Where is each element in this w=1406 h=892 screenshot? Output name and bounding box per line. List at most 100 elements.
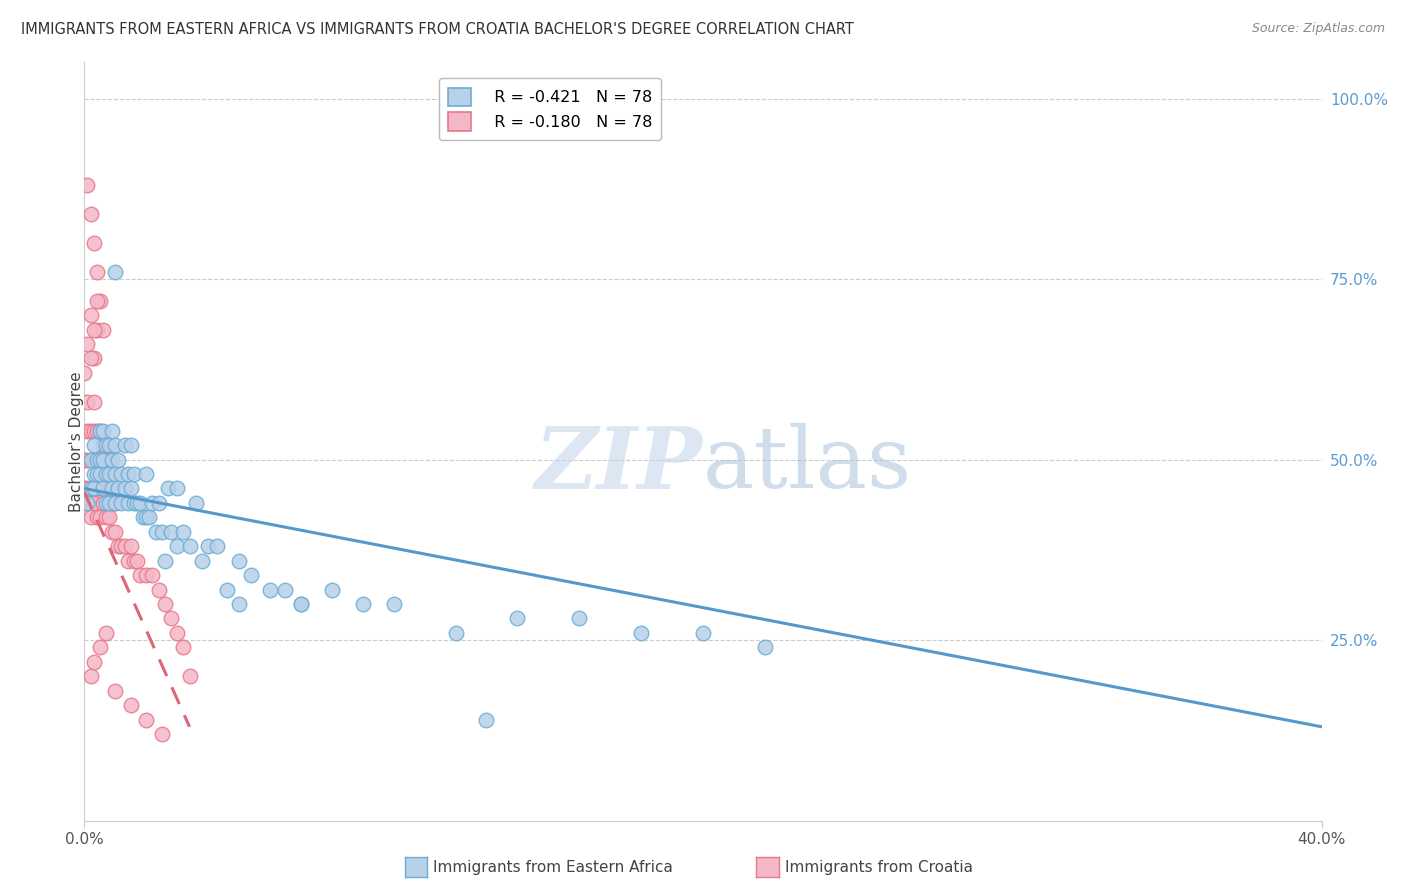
Point xyxy=(692,626,714,640)
Point xyxy=(240,568,263,582)
Point xyxy=(98,452,121,467)
Point xyxy=(86,293,108,308)
Point xyxy=(122,554,145,568)
Point xyxy=(86,452,108,467)
Point xyxy=(172,524,194,539)
Point xyxy=(79,452,101,467)
Point xyxy=(79,482,101,496)
Point xyxy=(156,482,179,496)
Point xyxy=(79,207,101,221)
Point xyxy=(135,713,157,727)
Point xyxy=(145,524,167,539)
Point xyxy=(114,539,136,553)
Point xyxy=(197,539,219,553)
Point xyxy=(141,568,163,582)
Point xyxy=(79,308,101,322)
Point xyxy=(150,524,173,539)
Point xyxy=(259,582,281,597)
Point xyxy=(91,438,114,452)
Point xyxy=(120,539,142,553)
Point xyxy=(117,467,139,481)
Point xyxy=(91,424,114,438)
Point xyxy=(79,496,101,510)
Point xyxy=(135,510,157,524)
Point xyxy=(86,482,108,496)
Point xyxy=(160,524,183,539)
Point xyxy=(83,323,105,337)
Point xyxy=(83,351,105,366)
Text: Immigrants from Eastern Africa: Immigrants from Eastern Africa xyxy=(433,860,673,874)
Point xyxy=(228,554,250,568)
Point xyxy=(104,683,127,698)
Point xyxy=(91,452,114,467)
Point xyxy=(166,482,188,496)
Point xyxy=(352,597,374,611)
Point xyxy=(83,424,105,438)
Point xyxy=(382,597,405,611)
Point xyxy=(86,323,108,337)
Point xyxy=(83,482,105,496)
Point xyxy=(83,452,105,467)
Point xyxy=(98,482,121,496)
Point xyxy=(89,424,111,438)
Point xyxy=(86,510,108,524)
Point xyxy=(107,539,129,553)
Point xyxy=(101,524,124,539)
Point xyxy=(290,597,312,611)
Point xyxy=(83,482,105,496)
Point xyxy=(179,539,201,553)
Point xyxy=(91,467,114,481)
Point xyxy=(122,496,145,510)
Point xyxy=(89,640,111,655)
Point xyxy=(207,539,229,553)
Point xyxy=(101,482,124,496)
Point xyxy=(101,496,124,510)
Y-axis label: Bachelor's Degree: Bachelor's Degree xyxy=(69,371,83,512)
Point xyxy=(76,496,98,510)
Point xyxy=(129,496,152,510)
Point xyxy=(94,510,117,524)
Point xyxy=(83,438,105,452)
Point xyxy=(754,640,776,655)
Point xyxy=(83,394,105,409)
Text: Source: ZipAtlas.com: Source: ZipAtlas.com xyxy=(1251,22,1385,36)
Point xyxy=(79,424,101,438)
Point xyxy=(444,626,467,640)
Point xyxy=(135,568,157,582)
Point xyxy=(76,337,98,351)
Point xyxy=(79,452,101,467)
Point xyxy=(76,394,98,409)
Point xyxy=(101,467,124,481)
Point xyxy=(86,452,108,467)
Point xyxy=(104,524,127,539)
Point xyxy=(117,554,139,568)
Point xyxy=(79,482,101,496)
Point xyxy=(89,482,111,496)
Point xyxy=(91,482,114,496)
Point xyxy=(141,496,163,510)
Point xyxy=(79,351,101,366)
Point xyxy=(125,496,148,510)
Point xyxy=(73,366,96,380)
Point xyxy=(79,510,101,524)
Point xyxy=(290,597,312,611)
Point xyxy=(83,235,105,250)
Point xyxy=(104,438,127,452)
Point xyxy=(83,496,105,510)
Point xyxy=(228,597,250,611)
Point xyxy=(138,510,160,524)
Point xyxy=(94,467,117,481)
Point xyxy=(73,482,96,496)
Point xyxy=(166,626,188,640)
Point xyxy=(101,452,124,467)
Point xyxy=(83,467,105,481)
Point xyxy=(120,438,142,452)
Point xyxy=(630,626,652,640)
Point xyxy=(83,655,105,669)
Point xyxy=(104,496,127,510)
Point xyxy=(215,582,238,597)
Point xyxy=(94,438,117,452)
Point xyxy=(148,496,170,510)
Point xyxy=(89,452,111,467)
Point xyxy=(568,611,591,625)
